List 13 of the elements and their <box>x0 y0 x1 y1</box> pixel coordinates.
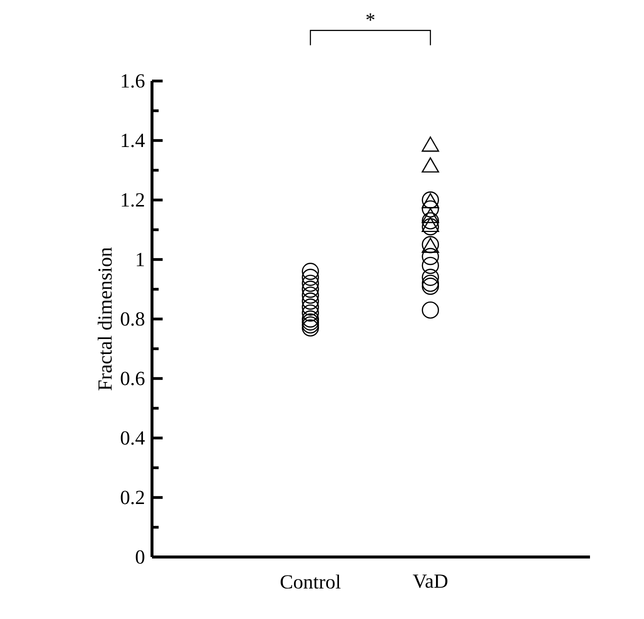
y-tick-label: 1.6 <box>122 74 144 88</box>
y-tick-label: 0.8 <box>120 312 144 326</box>
y-tick-label: 0.6 <box>120 372 144 386</box>
y-tick-label: 1.2 <box>122 193 144 207</box>
y-tick-label: 0 <box>136 550 144 564</box>
x-tick-label: VaD <box>412 574 448 588</box>
y-tick-label: 1 <box>136 252 144 266</box>
y-tick-label: 0.4 <box>120 431 145 445</box>
y-axis-title: Fractal dimension <box>98 247 112 390</box>
x-tick-label: Control <box>280 574 341 589</box>
y-tick-label: 0.2 <box>120 490 144 504</box>
y-tick-label: 1.4 <box>122 134 145 148</box>
text: * <box>366 13 374 21</box>
